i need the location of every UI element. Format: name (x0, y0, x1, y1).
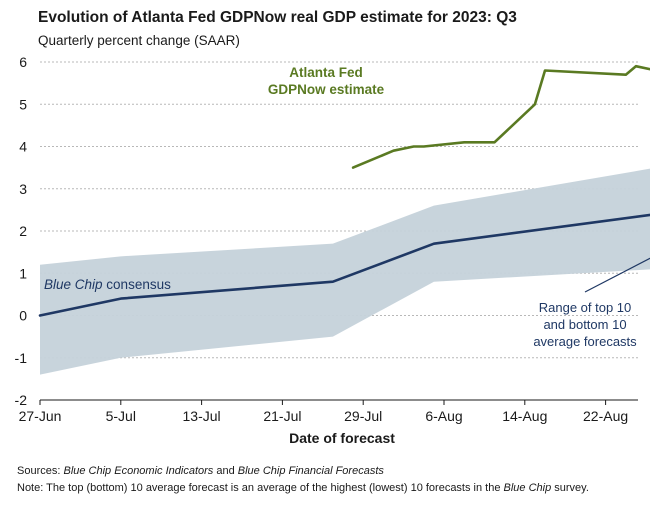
range-annotation-line: average forecasts (533, 334, 637, 349)
x-tick-label: 13-Jul (183, 408, 221, 424)
blue-chip-annotation-italic: Blue Chip (44, 277, 103, 292)
y-tick-label: 2 (19, 223, 27, 239)
x-axis-label: Date of forecast (289, 430, 395, 446)
footnote: Note: The top (bottom) 10 average foreca… (17, 482, 589, 494)
y-tick-label: 4 (19, 139, 27, 155)
blue-chip-annotation-rest: consensus (103, 277, 172, 292)
y-tick-label: 3 (19, 181, 27, 197)
x-tick-label: 29-Jul (344, 408, 382, 424)
y-tick-label: 6 (19, 54, 27, 70)
sources-and: and (213, 465, 238, 477)
y-tick-label: 0 (19, 308, 27, 324)
range-leader-line (584, 257, 650, 293)
axes-layer: -2 -1 0 1 2 3 4 5 6 27-Jun 5-Jul 13-Jul 21-Jul 29-Jul… (15, 54, 638, 446)
x-tick-label: 21-Jul (263, 408, 301, 424)
y-tick-label: 5 (19, 96, 27, 112)
note-text-a: The top (bottom) 10 average forecast is … (43, 482, 504, 494)
range-annotation-line: and bottom 10 (543, 317, 626, 332)
blue-chip-annotation: Blue Chip consensus (44, 277, 171, 292)
gdpnow-annotation-line: Atlanta Fed (289, 65, 363, 80)
chart-title: Evolution of Atlanta Fed GDPNow real GDP… (38, 9, 517, 26)
note-text-b: survey. (551, 482, 589, 494)
y-tick-label: -1 (15, 350, 28, 366)
gdpnow-annotation: Atlanta Fed GDPNow estimate (268, 65, 385, 97)
annotations-layer: Atlanta Fed GDPNow estimate Blue Chip cons… (44, 65, 650, 349)
sources-note: Sources: Blue Chip Economic Indicators a… (17, 465, 384, 477)
x-tick-label: 5-Jul (106, 408, 136, 424)
x-tick-label: 14-Aug (502, 408, 547, 424)
note-label: Note: (17, 482, 44, 494)
gdpnow-annotation-line: GDPNow estimate (268, 82, 385, 97)
x-tick-label: 22-Aug (583, 408, 628, 424)
gdpnow-estimate-line (351, 64, 650, 169)
x-tick-label: 6-Aug (425, 408, 462, 424)
y-tick-label: 1 (19, 265, 27, 281)
sources-label: Sources: (17, 465, 61, 477)
sources-publication-1: Blue Chip Economic Indicators (63, 465, 214, 477)
forecast-range-band (40, 168, 650, 375)
blue-chip-consensus-line (38, 213, 650, 317)
series-lines-layer (38, 64, 650, 317)
range-annotation: Range of top 10 and bottom 10 average fore… (533, 300, 637, 349)
note-blue-chip: Blue Chip (503, 482, 552, 494)
chart-subtitle: Quarterly percent change (SAAR) (38, 33, 240, 48)
range-annotation-line: Range of top 10 (539, 300, 632, 315)
y-tick-label: -2 (15, 392, 28, 408)
x-tick-label: 27-Jun (19, 408, 62, 424)
sources-publication-2: Blue Chip Financial Forecasts (237, 465, 384, 477)
range-band-layer (40, 168, 650, 375)
